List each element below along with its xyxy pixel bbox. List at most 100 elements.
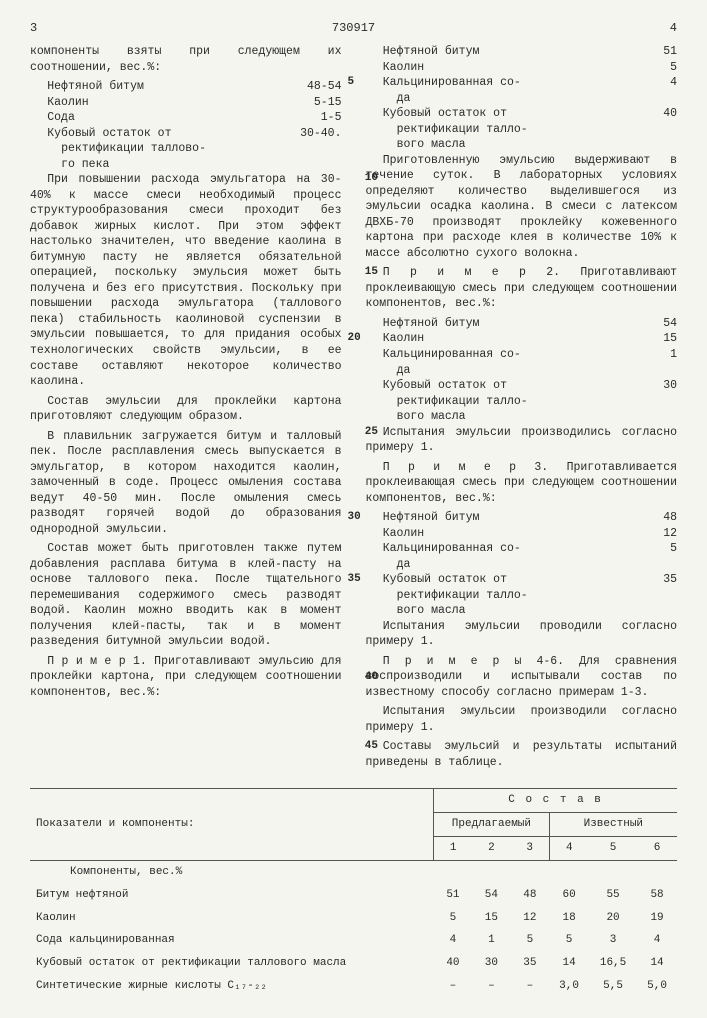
- comp-label: Сода: [47, 110, 75, 126]
- line-num: 10: [348, 171, 378, 186]
- comp-label: Каолин: [383, 60, 424, 76]
- right-p2: 15П р и м е р 2. Приготавливают проклеив…: [366, 265, 678, 312]
- left-p4: Состав может быть приготовлен также путе…: [30, 541, 342, 650]
- line-num: 20: [348, 331, 361, 346]
- left-p2: Состав эмульсии для проклейки картона пр…: [30, 394, 342, 425]
- table-row: Каолин 5 15 12 18 20 19: [30, 907, 677, 930]
- col-num: 3: [511, 837, 550, 861]
- cell: 19: [637, 907, 677, 930]
- right-comp2-block: Нефтяной битум54 20Каолин15 Кальцинирова…: [366, 316, 678, 425]
- table-row: Кубовый остаток от ректификации талловог…: [30, 952, 677, 975]
- line-num: 40: [348, 670, 378, 685]
- row-name: Кубовый остаток от ректификации талловог…: [30, 952, 434, 975]
- cell: 4: [637, 929, 677, 952]
- left-intro: компоненты взяты при следующем их соотно…: [30, 44, 342, 75]
- comp-val: 4: [662, 75, 677, 106]
- right-p6: 40П р и м е р ы 4-6. Для сравнения воспр…: [366, 654, 678, 701]
- page-num-right: 4: [670, 20, 677, 36]
- cell: 5,0: [637, 975, 677, 998]
- col-num: 1: [434, 837, 472, 861]
- right-p3: 25Испытания эмульсии производились согла…: [366, 425, 678, 456]
- comp-label: Нефтяной битум: [47, 79, 144, 95]
- cell: 60: [549, 884, 589, 907]
- left-p1: При повышении расхода эмульгатора на 30-…: [30, 172, 342, 389]
- cell: 30: [472, 952, 510, 975]
- comp-val: 30-40.: [292, 126, 341, 173]
- cell: –: [472, 975, 510, 998]
- right-column: Нефтяной битум 51 Каолин 5 5Кальцинированн…: [366, 44, 678, 774]
- comp-val: 30: [655, 378, 677, 425]
- cell: –: [511, 975, 550, 998]
- th-sostav: С о с т а в: [434, 789, 677, 813]
- cell: 54: [472, 884, 510, 907]
- comp-label: Нефтяной битум: [383, 510, 480, 526]
- cell: 4: [434, 929, 472, 952]
- comp-val: 48: [655, 510, 677, 526]
- cell: 40: [434, 952, 472, 975]
- col-num: 2: [472, 837, 510, 861]
- comp-val: 48-54: [299, 79, 342, 95]
- line-num: 5: [348, 75, 355, 90]
- comp-val: 40: [655, 106, 677, 153]
- comp-val: 5: [662, 541, 677, 572]
- cell: 3: [589, 929, 637, 952]
- doc-number: 730917: [332, 20, 375, 36]
- page-header: 3 730917 4: [30, 20, 677, 36]
- left-composition-block: Нефтяной битум 48-54 Каолин5-15 Сода 1-5 К…: [30, 79, 342, 172]
- right-p5: Испытания эмульсии проводили согласно пр…: [366, 619, 678, 650]
- comp-row: Кубовый остаток от ректификации талло- в…: [366, 378, 678, 425]
- left-column: компоненты взяты при следующем их соотно…: [30, 44, 342, 774]
- line-num: 35: [348, 572, 361, 587]
- comp-label: Кубовый остаток от ректификации талло- в…: [383, 378, 528, 425]
- right-p1-text: Приготовленную эмульсию выдерживают в те…: [366, 154, 678, 260]
- right-p2-text: П р и м е р 2. Приготавливают проклеиваю…: [366, 266, 678, 310]
- comp-label: Кальцинированная со- да: [383, 347, 521, 378]
- cell: 51: [434, 884, 472, 907]
- comp-val: 51: [655, 44, 677, 60]
- table-row: Битум нефтяной 51 54 48 60 55 58: [30, 884, 677, 907]
- row-name: Сода кальцинированная: [30, 929, 434, 952]
- cell: 1: [472, 929, 510, 952]
- cell: 14: [549, 952, 589, 975]
- comp-val: 15: [655, 331, 677, 347]
- line-num: 45: [348, 739, 378, 754]
- cell: 35: [511, 952, 550, 975]
- left-p5: П р и м е р 1. Приготавливают эмульсию д…: [30, 654, 342, 701]
- results-table: Показатели и компоненты: С о с т а в Пре…: [30, 788, 677, 998]
- cell: 58: [637, 884, 677, 907]
- comp-row: 30Нефтяной битум48: [366, 510, 678, 526]
- left-p3: В плавильник загружается битум и талловы…: [30, 429, 342, 538]
- th-indicators: Показатели и компоненты:: [30, 789, 434, 861]
- comp-row: 35 Кубовый остаток от ректификации талло-…: [366, 572, 678, 619]
- comp-row: Кальцинированная со- да1: [366, 347, 678, 378]
- comp-row: Каолин5-15: [30, 95, 342, 111]
- cell: 18: [549, 907, 589, 930]
- comp-label: Кубовый остаток от ректификации талло- в…: [383, 572, 528, 619]
- right-p6-text: П р и м е р ы 4-6. Для сравнения воспрои…: [366, 655, 678, 699]
- comp-row: Нефтяной битум 48-54: [30, 79, 342, 95]
- right-p4: П р и м е р 3. Приготавливается проклеив…: [366, 460, 678, 507]
- right-p8-text: Составы эмульсий и результаты испытаний …: [366, 740, 678, 769]
- right-p1: 10Приготовленную эмульсию выдерживают в …: [366, 153, 678, 262]
- comp-label: Каолин: [383, 331, 424, 347]
- comp-val: 54: [655, 316, 677, 332]
- comp-val: 1-5: [313, 110, 342, 126]
- cell: 5: [549, 929, 589, 952]
- cell: 16,5: [589, 952, 637, 975]
- comp-label: Каолин: [383, 526, 424, 542]
- cell: 14: [637, 952, 677, 975]
- comp-label: Нефтяной битум: [383, 316, 480, 332]
- comp-row: Кубовый остаток от ректификации таллово-…: [30, 126, 342, 173]
- row-name: Каолин: [30, 907, 434, 930]
- cell: 3,0: [549, 975, 589, 998]
- right-comp1-block: Нефтяной битум51 Каолин5 5Кальцинированн…: [366, 44, 678, 153]
- comp-row: 5Кальцинированная со- да4: [366, 75, 678, 106]
- comp-row: 20Каолин15: [366, 331, 678, 347]
- comp-row: Каолин12: [366, 526, 678, 542]
- th-proposed: Предлагаемый: [434, 813, 549, 837]
- comp-val: 35: [655, 572, 677, 619]
- cell: 5: [434, 907, 472, 930]
- cell: 15: [472, 907, 510, 930]
- cell: 5: [511, 929, 550, 952]
- row-name: Синтетические жирные кислоты С₁₇-₂₂: [30, 975, 434, 998]
